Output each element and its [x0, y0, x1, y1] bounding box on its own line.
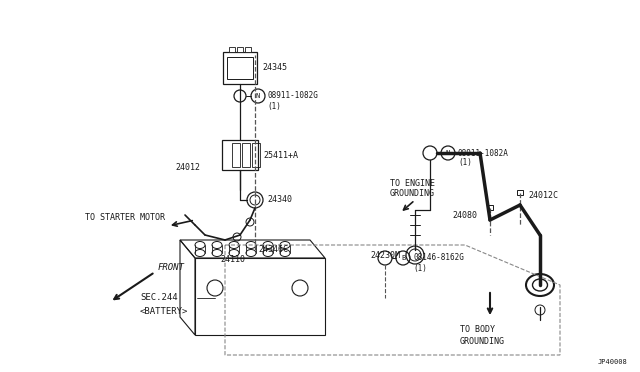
Text: TO BODY: TO BODY — [460, 326, 495, 334]
Bar — [229, 47, 235, 52]
Bar — [517, 190, 523, 195]
Bar — [227, 57, 253, 79]
Text: 24110: 24110 — [220, 256, 245, 264]
Bar — [245, 47, 251, 52]
Bar — [222, 140, 258, 170]
Text: TO STARTER MOTOR: TO STARTER MOTOR — [85, 214, 165, 222]
Text: FRONT: FRONT — [158, 263, 185, 273]
Text: (1): (1) — [267, 102, 281, 110]
Text: 24346C: 24346C — [258, 246, 288, 254]
Text: 24230M: 24230M — [370, 250, 400, 260]
Bar — [232, 143, 240, 167]
Text: SEC.244: SEC.244 — [140, 294, 178, 302]
Text: 24012C: 24012C — [528, 190, 558, 199]
Text: (1): (1) — [458, 158, 472, 167]
Text: 08146-8162G: 08146-8162G — [413, 253, 464, 263]
Text: 25411+A: 25411+A — [263, 151, 298, 160]
Text: N: N — [446, 150, 450, 156]
Bar — [252, 143, 260, 167]
Text: 24340: 24340 — [267, 196, 292, 205]
Text: 24080: 24080 — [452, 211, 477, 219]
Text: N: N — [256, 93, 260, 99]
Text: (1): (1) — [413, 264, 427, 273]
Text: JP40008: JP40008 — [598, 359, 628, 365]
Bar — [195, 258, 325, 335]
Text: 24012: 24012 — [175, 164, 200, 173]
Text: <BATTERY>: <BATTERY> — [140, 307, 188, 315]
Text: 08911-1082A: 08911-1082A — [458, 148, 509, 157]
Bar — [487, 205, 493, 210]
Bar — [223, 52, 257, 84]
Text: B: B — [401, 255, 405, 261]
Text: 24345: 24345 — [262, 64, 287, 73]
Text: GROUNDING: GROUNDING — [390, 189, 435, 199]
Bar — [242, 143, 250, 167]
Text: GROUNDING: GROUNDING — [460, 337, 505, 346]
Text: TO ENGINE: TO ENGINE — [390, 179, 435, 187]
Bar — [237, 47, 243, 52]
Text: 08911-1082G: 08911-1082G — [267, 92, 318, 100]
